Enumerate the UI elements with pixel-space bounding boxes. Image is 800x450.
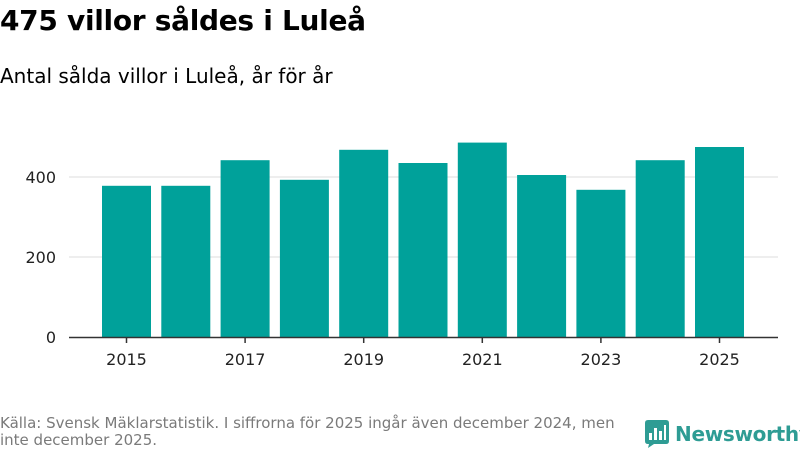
x-tick-label: 2017 (225, 350, 266, 369)
x-tick-label: 2023 (581, 350, 622, 369)
bar-2020 (398, 163, 448, 337)
bar-2019 (339, 149, 389, 337)
x-tick-label: 2015 (106, 350, 147, 369)
axes: 0 200 400 2015 2017 2019 2021 2023 2025 (25, 168, 778, 369)
bar-2024 (635, 160, 685, 337)
bar-2021 (457, 142, 507, 337)
x-tick-label: 2021 (462, 350, 503, 369)
y-tick-label: 0 (46, 328, 56, 347)
chart-title: 475 villor såldes i Luleå (0, 4, 366, 37)
bars (102, 142, 744, 337)
x-tick-label: 2025 (699, 350, 740, 369)
brand-name: Newsworthy (675, 422, 800, 446)
source-note: Källa: Svensk Mäklarstatistik. I siffror… (0, 414, 615, 449)
brand-logo: Newsworthy (645, 420, 800, 448)
bar-2022 (517, 175, 567, 337)
bar-2023 (576, 189, 626, 337)
bar-2015 (102, 185, 151, 337)
y-tick-label: 400 (25, 168, 56, 187)
bar-2016 (161, 185, 211, 337)
x-tick-label: 2019 (343, 350, 384, 369)
newsworthy-logo-icon (645, 420, 669, 448)
bar-2018 (279, 179, 329, 337)
bar-chart: 0 200 400 2015 2017 2019 2021 2023 2025 (25, 142, 778, 369)
chart-subtitle: Antal sålda villor i Luleå, år för år (0, 64, 333, 88)
bar-2017 (220, 160, 270, 337)
y-tick-label: 200 (25, 248, 56, 267)
bar-2025 (695, 147, 744, 337)
